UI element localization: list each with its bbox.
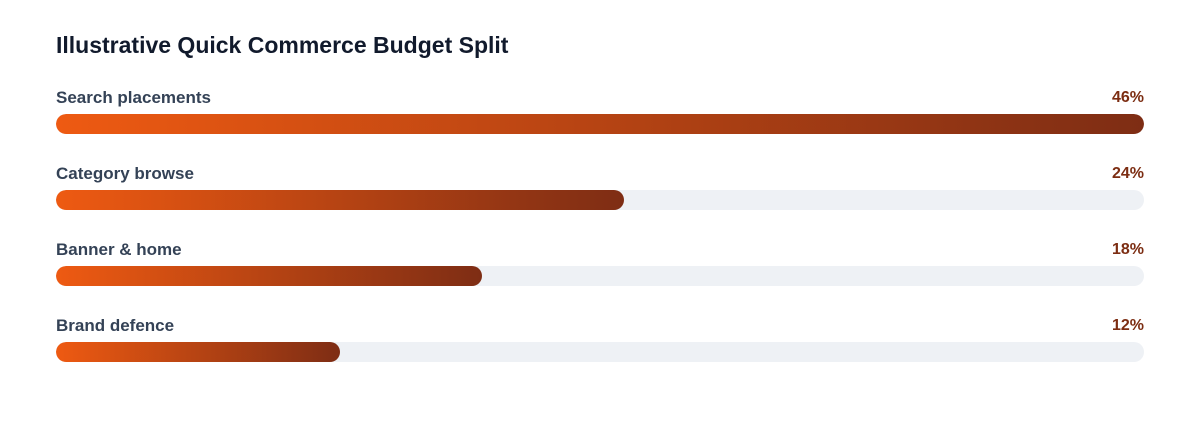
category-label: Search placements	[56, 88, 211, 107]
category-label: Category browse	[56, 164, 194, 183]
bar-row: Brand defence 12%	[56, 316, 1144, 392]
bar-fill	[56, 190, 624, 210]
bar-fill	[56, 342, 340, 362]
bar-row: Category browse 24%	[56, 164, 1144, 240]
bar-track	[56, 266, 1144, 286]
bar-track	[56, 114, 1144, 134]
bar-row-header: Category browse 24%	[56, 164, 1144, 184]
bar-list: Search placements 46% Category browse 24% Ba…	[56, 88, 1144, 392]
value-label: 12%	[1111, 317, 1144, 334]
bar-fill	[56, 114, 1144, 134]
bar-row: Banner & home 18%	[56, 240, 1144, 316]
bar-row: Search placements 46%	[56, 88, 1144, 164]
bar-row-header: Brand defence 12%	[56, 316, 1144, 336]
value-label: 18%	[1111, 241, 1144, 258]
value-label: 46%	[1111, 89, 1144, 106]
bar-track	[56, 342, 1144, 362]
category-label: Banner & home	[56, 240, 182, 259]
bar-row-header: Search placements 46%	[56, 88, 1144, 108]
value-label: 24%	[1111, 165, 1144, 182]
bar-track	[56, 190, 1144, 210]
category-label: Brand defence	[56, 316, 175, 335]
chart-title: Illustrative Quick Commerce Budget Split	[56, 32, 509, 58]
bar-row-header: Banner & home 18%	[56, 240, 1144, 260]
bar-fill	[56, 266, 482, 286]
